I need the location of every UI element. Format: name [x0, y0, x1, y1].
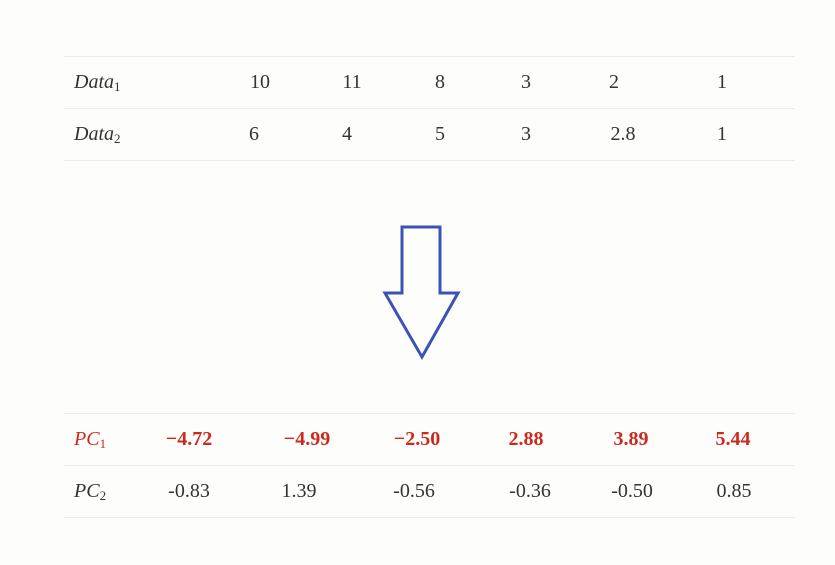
data-row-2: Data2 6 4 5 3 2.8 1: [64, 109, 795, 161]
data-cell: 1: [717, 71, 727, 93]
pc-cell: −2.50: [393, 428, 441, 450]
data-cell: 10: [250, 71, 270, 93]
data-row-1: Data1 10 11 8 3 2 1: [64, 57, 795, 109]
pc-cell: −4.72: [165, 428, 213, 450]
pc-cell: -0.56: [393, 480, 435, 502]
pc-cell: -0.50: [611, 480, 653, 502]
row-label: Data2: [74, 123, 121, 146]
pc-cell: 2.88: [508, 428, 544, 450]
pc-cell: 5.44: [715, 428, 751, 450]
pc-cell: 1.39: [281, 480, 317, 502]
pc-cell: -0.36: [509, 480, 551, 502]
data-cell: 2.8: [610, 123, 636, 145]
pc-row-2: PC2 -0.83 1.39 -0.56 -0.36 -0.50 0.85: [64, 466, 795, 518]
pc-cell: 0.85: [716, 480, 752, 502]
data-cell: 8: [435, 71, 445, 93]
row-label: Data1: [74, 71, 121, 94]
pc-cell: −4.99: [283, 428, 331, 450]
pc-row-1: PC1 −4.72 −4.99 −2.50 2.88 3.89 5.44: [64, 414, 795, 466]
row-label: PC1: [74, 428, 107, 451]
down-arrow-icon: [382, 225, 461, 361]
data-cell: 3: [521, 123, 531, 145]
data-cell: 3: [521, 71, 531, 93]
pc-cell: 3.89: [613, 428, 649, 450]
data-cell: 5: [435, 123, 445, 145]
data-cell: 2: [609, 71, 619, 93]
data-cell: 11: [342, 71, 362, 93]
pc-table: PC1 −4.72 −4.99 −2.50 2.88 3.89 5.44 PC2…: [64, 413, 795, 518]
data-table: Data1 10 11 8 3 2 1 Data2 6 4 5 3 2.8 1: [64, 56, 795, 161]
pc-cell: -0.83: [168, 480, 210, 502]
data-cell: 1: [717, 123, 727, 145]
data-cell: 4: [342, 123, 352, 145]
row-label: PC2: [74, 480, 107, 503]
data-cell: 6: [249, 123, 259, 145]
